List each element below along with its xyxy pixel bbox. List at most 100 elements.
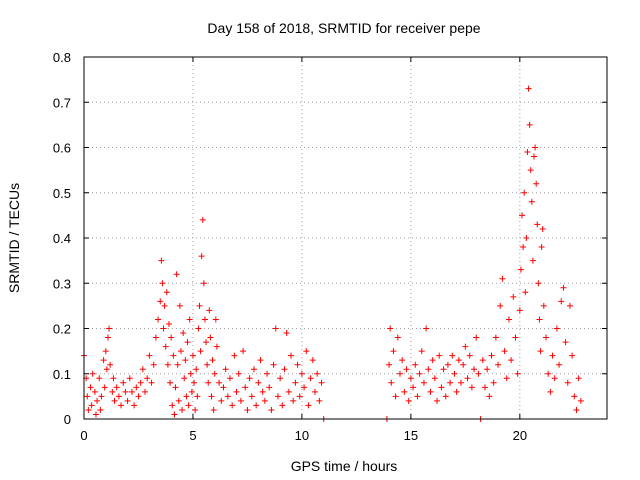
data-point [274, 393, 281, 400]
data-point [142, 388, 149, 395]
data-point [311, 388, 318, 395]
data-point [307, 375, 314, 382]
data-point [547, 388, 554, 395]
data-point [172, 384, 179, 391]
data-point [455, 357, 462, 364]
data-point [318, 379, 325, 386]
data-point [227, 375, 234, 382]
data-point [519, 212, 526, 219]
data-point [434, 397, 441, 404]
data-point [137, 379, 144, 386]
data-point [192, 406, 199, 413]
data-point [253, 402, 260, 409]
data-point [118, 402, 125, 409]
y-tick-label: 0.3 [53, 276, 71, 291]
data-point [444, 361, 451, 368]
data-point [164, 361, 171, 368]
data-point [405, 397, 412, 404]
data-point [495, 361, 502, 368]
data-point [211, 370, 218, 377]
data-point [231, 352, 238, 359]
data-point [195, 325, 202, 332]
data-point [122, 388, 129, 395]
data-point [163, 289, 170, 296]
data-point [442, 393, 449, 400]
data-point [401, 388, 408, 395]
data-point [91, 388, 98, 395]
y-axis-label: SRMTID / TECUs [6, 183, 22, 293]
data-point [171, 411, 178, 418]
data-point [242, 384, 249, 391]
data-point [532, 144, 539, 151]
data-point [526, 121, 533, 128]
data-point [298, 370, 305, 377]
data-point [193, 366, 200, 373]
y-tick-label: 0.8 [53, 50, 71, 65]
data-point [516, 307, 523, 314]
data-point [139, 366, 146, 373]
data-point [218, 397, 225, 404]
data-point [562, 339, 569, 346]
data-point [158, 257, 165, 264]
data-point [537, 348, 544, 355]
data-point [425, 366, 432, 373]
data-point [186, 316, 193, 323]
data-point [464, 375, 471, 382]
data-point [191, 379, 198, 386]
data-point [536, 316, 543, 323]
data-point [503, 375, 510, 382]
data-point [187, 370, 194, 377]
data-point [403, 366, 410, 373]
data-point [102, 348, 109, 355]
data-point [539, 225, 546, 232]
data-point [564, 379, 571, 386]
data-point [414, 393, 421, 400]
data-point [182, 357, 189, 364]
data-point [277, 375, 284, 382]
data-point [169, 402, 176, 409]
data-point [167, 379, 174, 386]
data-point [109, 388, 116, 395]
data-point [542, 334, 549, 341]
data-point [510, 293, 517, 300]
data-point [545, 370, 552, 377]
data-point [161, 302, 168, 309]
data-point [233, 388, 240, 395]
data-point [107, 361, 114, 368]
data-point [525, 85, 532, 92]
data-point [168, 334, 175, 341]
data-point [157, 298, 164, 305]
data-point [85, 406, 92, 413]
data-point [131, 402, 138, 409]
data-point [538, 244, 545, 251]
data-point [220, 384, 227, 391]
data-point [128, 388, 135, 395]
data-point [423, 325, 430, 332]
data-point [120, 379, 127, 386]
x-tick-label: 0 [80, 428, 87, 443]
data-point [453, 388, 460, 395]
data-point [410, 384, 417, 391]
data-point [566, 302, 573, 309]
data-point [314, 370, 321, 377]
data-point [197, 348, 204, 355]
data-point [296, 393, 303, 400]
data-point [148, 379, 155, 386]
data-point [201, 316, 208, 323]
data-point [285, 388, 292, 395]
data-point [207, 334, 214, 341]
data-point [113, 384, 120, 391]
data-point [449, 352, 456, 359]
data-point [530, 153, 537, 160]
data-point [240, 348, 247, 355]
data-point [528, 198, 535, 205]
data-point [212, 316, 219, 323]
data-point [248, 393, 255, 400]
data-point [416, 370, 423, 377]
points-layer [81, 85, 584, 422]
data-point [224, 393, 231, 400]
data-point [89, 370, 96, 377]
data-point [549, 352, 556, 359]
data-point [97, 406, 104, 413]
